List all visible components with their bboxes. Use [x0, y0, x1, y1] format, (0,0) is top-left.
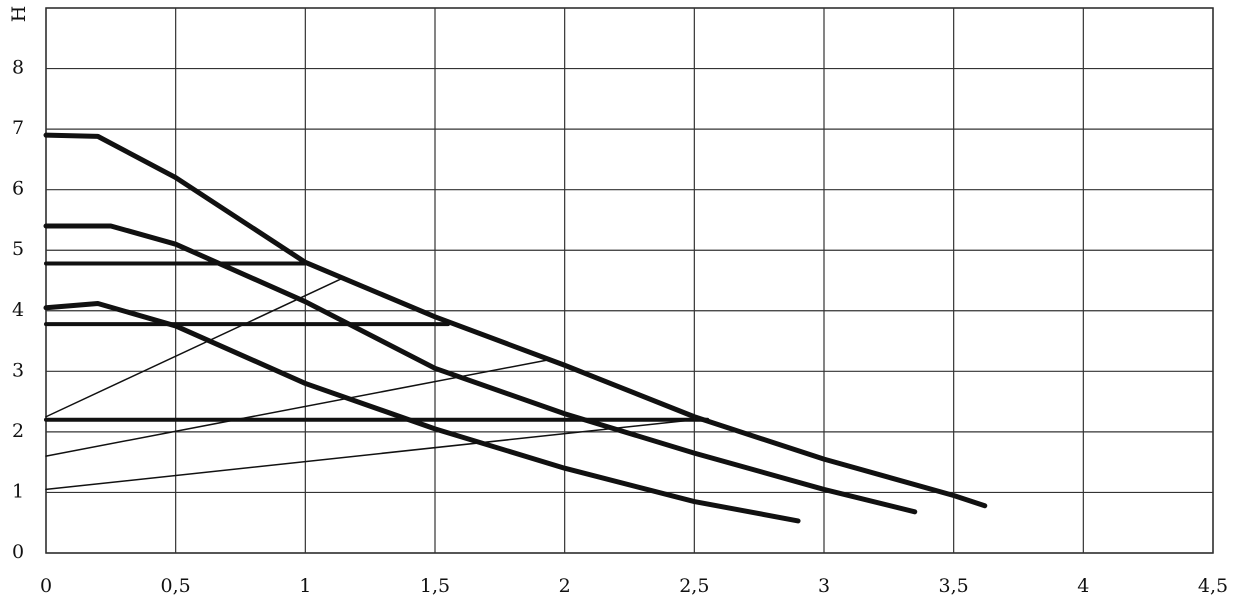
curve	[43, 223, 918, 515]
y-tick-label: 8	[12, 57, 24, 79]
y-tick-label: 1	[12, 480, 24, 502]
y-tick-label: 0	[12, 541, 24, 563]
curve	[45, 276, 345, 418]
curve	[43, 301, 801, 524]
y-tick-label: 3	[12, 359, 24, 381]
curve	[45, 419, 696, 491]
x-tick-label: 3,5	[939, 575, 969, 597]
curve	[43, 132, 988, 509]
x-tick-label: 1	[299, 575, 311, 597]
x-tick-label: 2,5	[679, 575, 709, 597]
y-tick-label: 7	[12, 117, 24, 139]
y-tick-label: 4	[12, 299, 24, 321]
x-tick-label: 2	[559, 575, 571, 597]
x-tick-label: 3	[818, 575, 830, 597]
x-tick-label: 0	[40, 575, 52, 597]
y-tick-label: 6	[12, 178, 24, 200]
x-tick-label: 1,5	[420, 575, 450, 597]
x-tick-label: 4	[1077, 575, 1089, 597]
curve	[45, 358, 553, 457]
y-axis-label: H	[8, 6, 30, 23]
y-tick-label: 5	[12, 238, 24, 260]
y-tick-label: 2	[12, 420, 24, 442]
x-tick-label: 0,5	[161, 575, 191, 597]
x-tick-label: 4,5	[1198, 575, 1228, 597]
